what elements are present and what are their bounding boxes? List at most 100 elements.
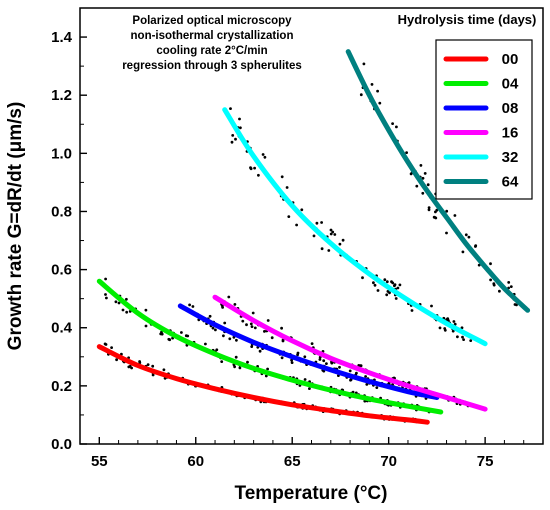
data-point	[231, 134, 235, 137]
x-tick-label: 75	[477, 453, 494, 470]
series-line-00	[96, 344, 430, 425]
data-point	[258, 349, 262, 353]
y-tick-label: 0.8	[51, 203, 72, 220]
data-point	[191, 305, 195, 308]
data-point	[250, 325, 254, 328]
data-point	[376, 89, 379, 93]
data-point	[391, 122, 394, 125]
data-point	[227, 295, 231, 299]
y-tick-label: 0.0	[51, 436, 72, 453]
data-point	[341, 238, 345, 242]
data-point	[296, 351, 300, 355]
data-point	[186, 334, 190, 338]
data-point	[492, 283, 496, 287]
data-point	[373, 283, 377, 287]
series-line-32	[222, 107, 488, 347]
data-point	[238, 366, 242, 370]
data-point	[489, 278, 492, 282]
data-point	[329, 228, 333, 232]
data-point	[251, 311, 255, 315]
data-point	[245, 323, 248, 327]
data-point	[365, 383, 369, 386]
data-point	[229, 107, 232, 110]
data-point	[376, 289, 380, 292]
data-point	[287, 215, 291, 219]
data-point	[393, 283, 397, 287]
data-point	[378, 101, 382, 105]
data-point	[114, 300, 118, 304]
data-point	[214, 328, 217, 332]
data-point	[453, 214, 457, 217]
data-point	[211, 326, 215, 330]
data-point	[386, 290, 390, 293]
data-point	[121, 308, 125, 312]
data-point	[507, 281, 511, 284]
data-point	[130, 366, 134, 370]
data-point	[233, 303, 237, 306]
data-point	[453, 322, 457, 326]
data-point	[427, 208, 431, 212]
data-point	[330, 361, 334, 365]
data-point	[423, 172, 427, 175]
data-point	[398, 283, 402, 287]
data-point	[266, 319, 270, 322]
data-point	[220, 360, 224, 363]
x-tick-label: 60	[187, 453, 204, 470]
data-point	[228, 337, 232, 341]
legend-label-00: 00	[502, 51, 519, 68]
data-point	[167, 337, 171, 341]
data-point	[348, 369, 352, 373]
data-point	[451, 329, 455, 333]
legend-label-04: 04	[502, 76, 519, 93]
data-point	[308, 387, 311, 390]
annotation-line: cooling rate 2°C/min	[156, 45, 267, 57]
data-point	[266, 367, 269, 371]
data-point	[427, 206, 431, 210]
data-point	[263, 155, 267, 159]
data-point	[263, 330, 266, 333]
data-point	[443, 327, 447, 330]
data-point	[375, 386, 379, 389]
data-point	[405, 151, 408, 155]
data-point	[370, 83, 374, 86]
data-point	[151, 373, 155, 377]
data-point	[358, 364, 362, 367]
data-point	[235, 338, 238, 342]
data-point	[445, 231, 448, 235]
data-point	[312, 234, 316, 238]
data-point	[250, 345, 254, 348]
data-point	[234, 355, 238, 359]
data-point	[329, 232, 333, 236]
data-point	[391, 281, 395, 285]
data-point	[160, 332, 164, 336]
data-point	[461, 335, 464, 339]
y-axis-title: Growth rate G=dR/dt (μm/s)	[5, 102, 26, 351]
data-point	[320, 247, 324, 251]
data-point	[221, 306, 225, 309]
y-tick-label: 1.4	[51, 29, 73, 46]
data-point	[280, 175, 284, 179]
data-point	[430, 304, 433, 308]
data-point	[372, 281, 375, 285]
series-line-64	[345, 49, 531, 313]
data-point	[146, 363, 150, 366]
data-point	[241, 319, 245, 323]
data-point	[104, 343, 108, 346]
series-line-04	[96, 278, 444, 415]
data-point	[469, 339, 473, 342]
data-point	[162, 368, 166, 372]
annotation-block: Polarized optical microscopy non-isother…	[122, 15, 302, 72]
data-point	[270, 336, 274, 340]
data-point	[320, 221, 323, 224]
data-point	[303, 355, 307, 359]
data-point	[355, 371, 358, 375]
data-point	[385, 280, 389, 284]
data-point	[410, 309, 414, 312]
data-point	[110, 346, 113, 349]
data-point	[509, 285, 513, 288]
legend-label-08: 08	[502, 100, 519, 117]
data-point	[233, 365, 237, 369]
legend-label-16: 16	[502, 125, 519, 142]
axis-ticks: 55 60 65 70 75 0.0 0.2 0.4 0.6 0.8 1.0 1.2 1.4	[51, 7, 525, 470]
